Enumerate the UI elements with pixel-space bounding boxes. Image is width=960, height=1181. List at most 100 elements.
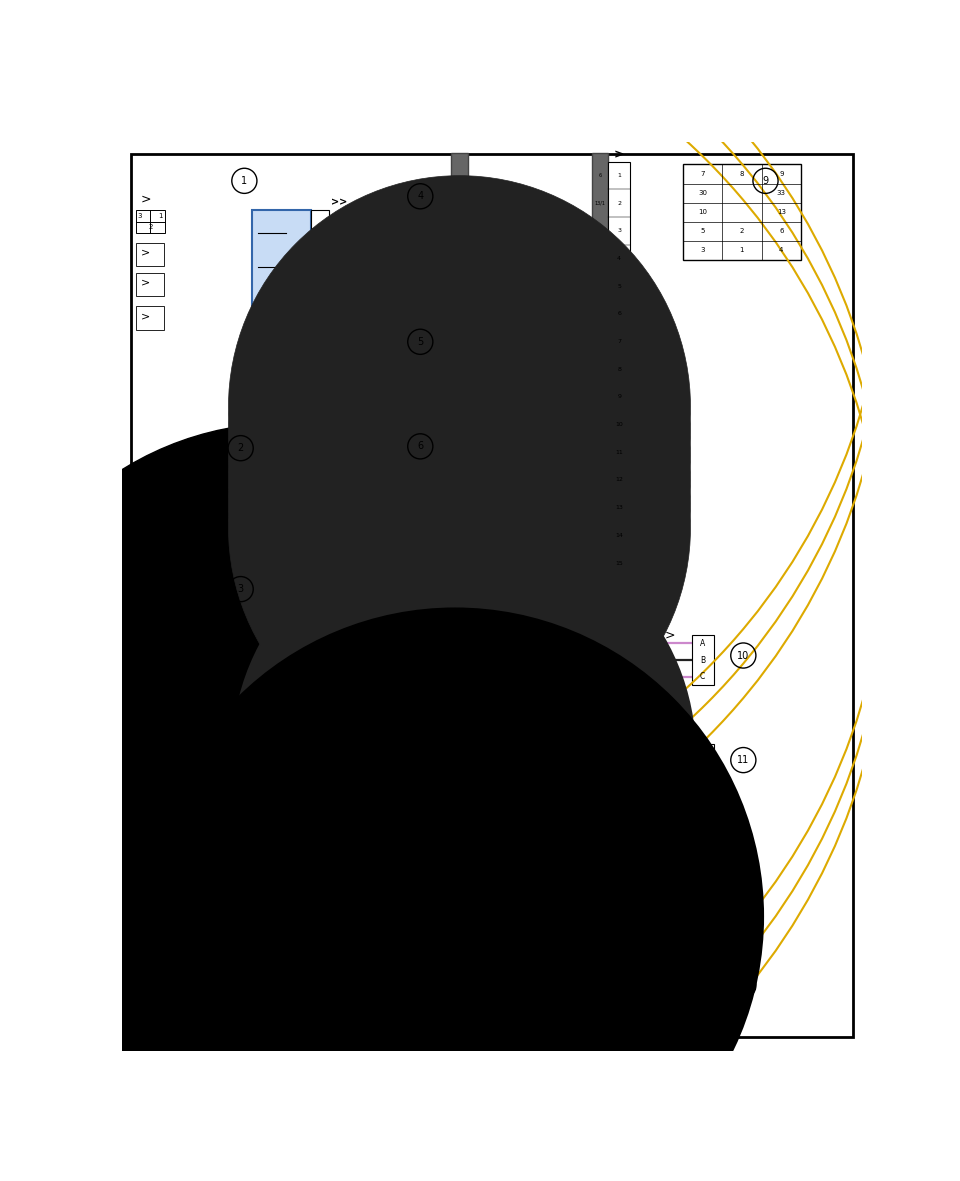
Text: 7: 7 [418,744,423,755]
Text: 10/C: 10/C [290,830,307,840]
FancyBboxPatch shape [591,191,608,216]
Text: 10/A: 10/A [290,808,307,817]
FancyBboxPatch shape [591,468,608,492]
FancyBboxPatch shape [591,717,608,742]
FancyBboxPatch shape [135,273,164,296]
Text: <: < [450,424,460,435]
Text: 2: 2 [406,876,410,882]
Text: 2: 2 [300,457,305,463]
Text: S1: S1 [261,722,273,731]
Text: <: < [450,521,460,531]
Circle shape [147,608,763,1181]
Text: 11: 11 [737,755,750,765]
Text: S4: S4 [332,984,342,993]
Text: 33: 33 [777,190,786,196]
Text: 5: 5 [318,1009,323,1014]
Text: 11/D: 11/D [290,874,307,883]
Text: 1: 1 [406,864,410,870]
Text: G: G [488,752,508,777]
Text: 13: 13 [615,505,623,510]
Text: 14/30: 14/30 [593,615,607,621]
FancyBboxPatch shape [591,439,608,465]
Text: 10: 10 [698,209,707,215]
FancyBboxPatch shape [591,550,608,575]
Text: 20: 20 [615,671,623,677]
FancyBboxPatch shape [451,394,529,540]
Text: 2: 2 [468,876,471,882]
FancyBboxPatch shape [468,472,508,487]
FancyBboxPatch shape [691,953,718,999]
Text: 17/M4: 17/M4 [309,765,332,775]
FancyBboxPatch shape [295,425,311,471]
Text: 2: 2 [237,443,244,454]
FancyBboxPatch shape [721,953,737,990]
FancyBboxPatch shape [247,425,295,471]
FancyBboxPatch shape [591,495,608,520]
Text: S1: S1 [332,1006,342,1016]
Text: >: > [141,541,150,552]
Text: S8: S8 [314,455,324,464]
Text: S3: S3 [565,766,575,776]
Text: S8: S8 [332,987,342,996]
Text: >: > [141,573,150,583]
Text: 1/4: 1/4 [596,948,604,953]
FancyBboxPatch shape [608,162,630,992]
Text: 1: 1 [747,862,751,867]
Text: F: F [701,782,705,790]
FancyBboxPatch shape [591,274,608,299]
Text: 1: 1 [241,176,248,185]
Text: 1: 1 [747,959,751,965]
Text: 14/31: 14/31 [593,561,607,566]
Text: 2: 2 [728,880,732,886]
FancyBboxPatch shape [591,152,608,1035]
Text: 9/4: 9/4 [332,1001,345,1011]
Text: St: St [469,239,499,263]
FancyBboxPatch shape [591,938,608,963]
Text: 17: 17 [615,615,623,621]
FancyBboxPatch shape [135,496,165,520]
Text: >: > [664,788,675,801]
Text: >: > [664,679,675,692]
Text: >: > [141,248,150,257]
Text: 25: 25 [615,782,623,787]
Text: 28: 28 [615,864,623,870]
Text: 14/25: 14/25 [593,367,607,372]
Text: 6: 6 [418,442,423,451]
Text: >: > [520,449,530,458]
Text: >: > [141,278,150,288]
Text: 6: 6 [566,859,571,867]
Text: 60A: 60A [479,451,497,459]
Text: A1: A1 [309,778,319,788]
Text: >: > [520,424,530,435]
Text: S3: S3 [612,744,621,752]
Text: 3/4: 3/4 [596,976,604,980]
Circle shape [233,523,695,985]
Text: 3/6: 3/6 [476,894,488,902]
Text: 7: 7 [617,339,621,344]
FancyBboxPatch shape [591,301,608,326]
Text: >: > [613,148,624,161]
Text: 7: 7 [290,820,295,828]
Text: 9/28: 9/28 [314,432,331,442]
Text: 2: 2 [318,979,323,985]
FancyBboxPatch shape [591,828,608,853]
Text: 9/32: 9/32 [332,980,349,990]
Text: <: < [450,497,460,507]
Text: 50A: 50A [479,500,497,508]
Text: 11/F: 11/F [290,885,306,894]
Text: 6: 6 [612,855,616,864]
Text: 14/17: 14/17 [593,588,607,593]
Text: S2: S2 [245,818,255,828]
Circle shape [228,176,690,638]
Text: 3/8: 3/8 [309,689,321,697]
Text: 40A: 40A [479,475,497,484]
FancyBboxPatch shape [691,744,713,794]
Text: C: C [700,672,706,681]
Circle shape [463,729,534,800]
FancyBboxPatch shape [591,633,608,659]
Text: 2: 2 [617,201,621,205]
Circle shape [446,213,523,289]
Text: 3/3: 3/3 [309,702,321,711]
FancyBboxPatch shape [468,521,508,535]
Text: 4: 4 [612,651,616,660]
